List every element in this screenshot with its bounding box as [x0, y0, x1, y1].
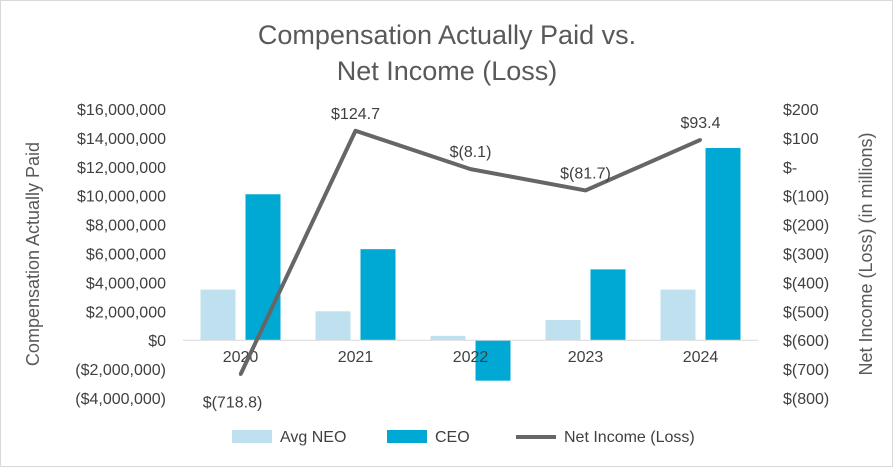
avg-neo-bar-2020 [200, 289, 236, 341]
y2-tick-label: $200 [783, 102, 819, 119]
y-axis-label: Compensation Actually Paid [23, 142, 43, 366]
y-tick-label: $12,000,000 [77, 160, 166, 177]
y-tick-label: $4,000,000 [86, 275, 166, 292]
y-tick-label: $14,000,000 [77, 131, 166, 148]
y2-tick-label: $(500) [783, 304, 829, 321]
x-tick-label: 2024 [683, 349, 719, 366]
net-income-line-group [238, 128, 702, 377]
legend-label-avg-neo: Avg NEO [280, 429, 346, 446]
x-tick-label: 2021 [338, 349, 374, 366]
y-tick-label: $10,000,000 [77, 189, 166, 206]
y-tick-label: ($4,000,000) [75, 391, 166, 408]
net-income-point [239, 373, 242, 377]
legend-label-net-income: Net Income (Loss) [564, 429, 695, 446]
y2-tick-label: $(700) [783, 362, 829, 379]
y-tick-label: $0 [148, 333, 166, 350]
y-tick-label: $6,000,000 [86, 247, 166, 264]
x-axis-ticks: 2020 2021 2022 2023 2024 [223, 349, 719, 366]
legend: Avg NEO CEO Net Income (Loss) [232, 429, 695, 446]
net-income-point [354, 129, 357, 133]
y2-tick-label: $(300) [783, 247, 829, 264]
bars-group [200, 148, 741, 381]
chart-title-line-1: Compensation Actually Paid vs. [258, 20, 636, 50]
y2-tick-label: $(800) [783, 391, 829, 408]
legend-label-ceo: CEO [435, 429, 470, 446]
y-tick-label: $8,000,000 [86, 218, 166, 235]
legend-swatch-ceo [387, 430, 427, 443]
chart-title-line-2: Net Income (Loss) [337, 56, 558, 86]
net-income-data-label: $(8.1) [450, 144, 492, 161]
ceo-bar-2023 [590, 269, 626, 341]
net-income-data-label: $124.7 [331, 106, 380, 123]
x-tick-label: 2023 [568, 349, 604, 366]
y2-tick-label: $(100) [783, 189, 829, 206]
y2-tick-label: $- [783, 160, 797, 177]
y2-axis-label: Net Income (Loss) (in millions) [856, 132, 876, 375]
net-income-line [238, 128, 702, 376]
ceo-bar-2021 [360, 249, 396, 341]
avg-neo-bar-2021 [315, 311, 351, 341]
y2-tick-label: $100 [783, 131, 819, 148]
net-income-point [469, 167, 472, 171]
net-income-point [584, 188, 587, 192]
y2-tick-label: $(400) [783, 275, 829, 292]
x-tick-label: 2022 [453, 349, 489, 366]
y-tick-label: $16,000,000 [77, 102, 166, 119]
avg-neo-bar-2024 [660, 289, 696, 341]
ceo-bar-2024 [705, 148, 741, 341]
legend-swatch-avg-neo [232, 430, 272, 443]
y-tick-label: $2,000,000 [86, 304, 166, 321]
net-income-data-label: $(718.8) [203, 395, 263, 412]
ceo-bar-2020 [245, 194, 281, 341]
ceo-bar-2022 [475, 340, 511, 381]
net-income-data-labels: $(718.8) $124.7 $(8.1) $(81.7) $93.4 [203, 106, 721, 412]
y2-tick-label: $(600) [783, 333, 829, 350]
y2-axis-ticks: $200 $100 $- $(100) $(200) $(300) $(400) $(500)… [783, 102, 829, 408]
y-axis-ticks: $16,000,000 $14,000,000 $12,000,000 $10,000… [75, 102, 166, 408]
avg-neo-bar-2023 [545, 319, 581, 341]
y-tick-label: ($2,000,000) [75, 362, 166, 379]
avg-neo-bar-2022 [430, 335, 466, 341]
net-income-data-label: $93.4 [680, 115, 720, 132]
y2-tick-label: $(200) [783, 218, 829, 235]
net-income-data-label: $(81.7) [560, 165, 611, 182]
net-income-point [699, 138, 702, 142]
